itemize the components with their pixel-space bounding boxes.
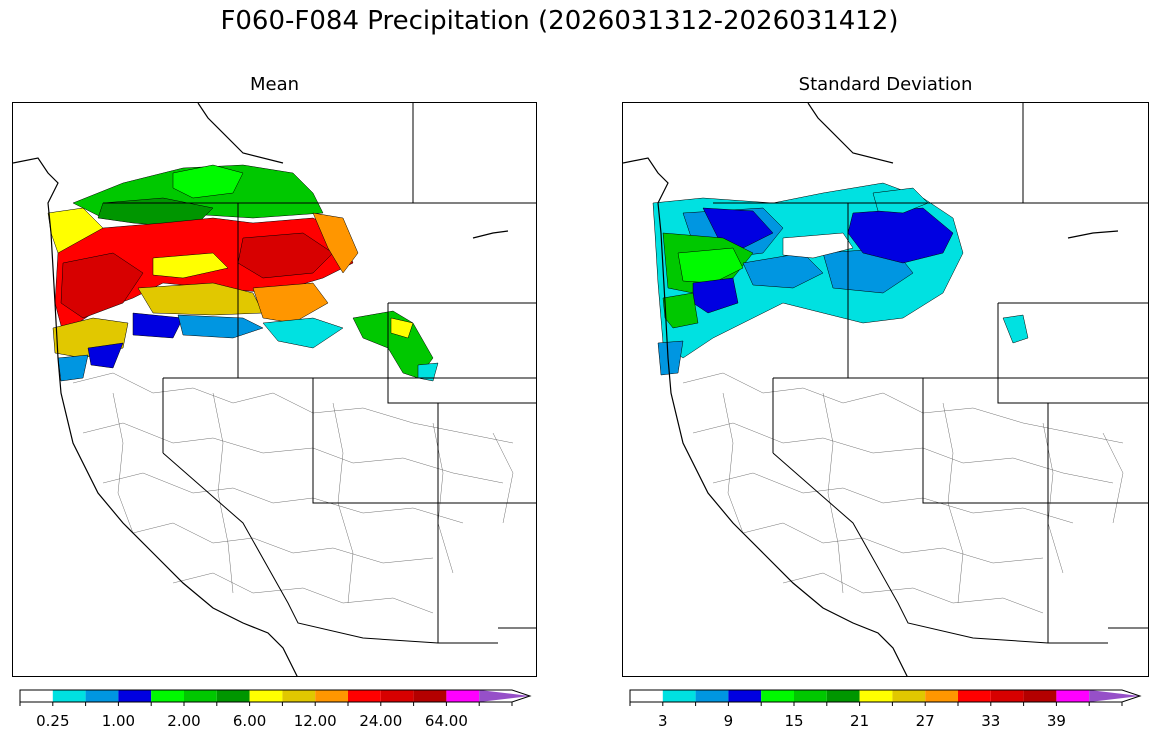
colorbar-segment — [151, 690, 184, 702]
stddev-basin-outlines — [682, 372, 1124, 614]
colorbar-outline — [629, 689, 1142, 703]
colorbar-segment — [826, 690, 860, 702]
colorbar-segment — [990, 690, 1024, 702]
mean-precip-fill — [47, 164, 439, 382]
colorbar-segment — [794, 690, 827, 702]
colorbar-segment — [630, 690, 663, 702]
colorbar-segment — [479, 690, 530, 702]
mean-map-svg — [13, 103, 536, 676]
colorbar-tick-label: 27 — [915, 712, 935, 730]
colorbar-tick-label: 2.00 — [167, 712, 201, 730]
mean-basin-outlines — [72, 372, 514, 614]
colorbar-segment — [958, 690, 991, 702]
colorbar-segment — [282, 690, 316, 702]
colorbar-segment — [315, 690, 348, 702]
colorbar-segment — [216, 690, 250, 702]
stddev-colorbar-svg — [629, 689, 1142, 706]
colorbar-segment — [20, 690, 53, 702]
colorbar-tick-label: 15 — [784, 712, 804, 730]
mean-colorbar — [19, 689, 532, 706]
figure-title: F060-F084 Precipitation (2026031312-2026… — [220, 6, 899, 36]
colorbar-segment — [52, 690, 86, 702]
colorbar-segment — [695, 690, 729, 702]
colorbar-segment — [118, 690, 152, 702]
colorbar-segment — [348, 690, 381, 702]
colorbar-tick-label: 6.00 — [232, 712, 267, 730]
colorbar-tick-label: 64.00 — [424, 712, 468, 730]
colorbar-tick-label: 12.00 — [293, 712, 337, 730]
colorbar-segment — [85, 690, 119, 702]
stddev-coastline — [623, 103, 1119, 676]
colorbar-segment — [761, 690, 794, 702]
colorbar-segment — [892, 690, 926, 702]
colorbar-tick-label: 21 — [850, 712, 870, 730]
colorbar-tick-label: 33 — [981, 712, 1001, 730]
mean-colorbar-svg — [19, 689, 532, 706]
colorbar-segment — [413, 690, 447, 702]
colorbar-outline — [19, 689, 532, 703]
mean-coastline — [13, 103, 509, 676]
colorbar-segment — [184, 690, 217, 702]
colorbar-segment — [249, 690, 283, 702]
stddev-map-svg — [623, 103, 1148, 676]
colorbar-segment — [859, 690, 893, 702]
colorbar-tick-label: 1.00 — [101, 712, 136, 730]
colorbar-tick-label: 3 — [658, 712, 668, 730]
colorbar-segment — [446, 690, 480, 702]
stddev-panel-title: Standard Deviation — [798, 74, 973, 95]
colorbar-segment — [1089, 690, 1140, 702]
colorbar-segment — [1023, 690, 1057, 702]
colorbar-tick-label: 39 — [1046, 712, 1066, 730]
colorbar-segment — [1056, 690, 1090, 702]
colorbar-segment — [728, 690, 762, 702]
mean-panel-title: Mean — [249, 74, 300, 95]
mean-state-borders — [103, 103, 536, 644]
colorbar-tick-label: 24.00 — [359, 712, 403, 730]
colorbar-tick-label: 0.25 — [36, 712, 70, 730]
stddev-map — [622, 102, 1149, 677]
colorbar-segment — [925, 690, 958, 702]
colorbar-segment — [380, 690, 414, 702]
colorbar-tick-label: 9 — [723, 712, 734, 730]
stddev-colorbar — [629, 689, 1142, 706]
mean-map — [12, 102, 537, 677]
stddev-precip-fill — [652, 182, 1029, 376]
colorbar-segment — [662, 690, 696, 702]
stddev-state-borders — [713, 103, 1148, 644]
